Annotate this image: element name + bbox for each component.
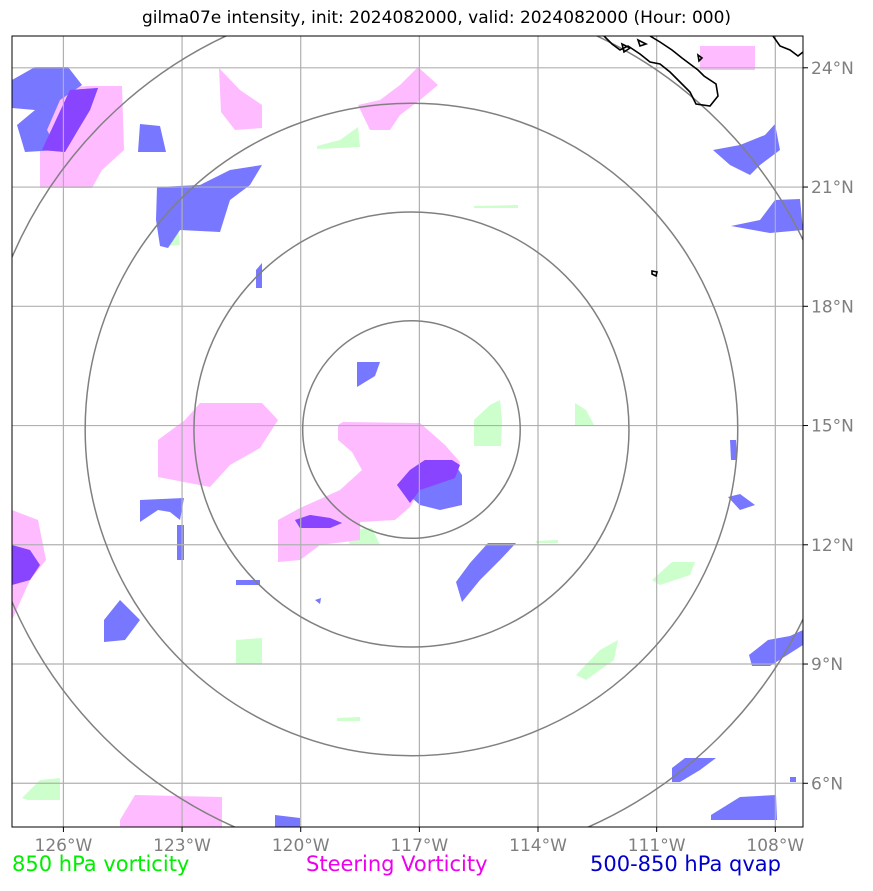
legend-qvap: 500-850 hPa qvap [590, 852, 781, 876]
lat-tick-label: 12°N [811, 536, 854, 556]
vorticity-contour [22, 778, 60, 800]
lon-tick-label: 114°W [509, 836, 567, 856]
steering-vorticity-contour [158, 403, 278, 487]
legend-850-vorticity: 850 hPa vorticity [12, 852, 190, 876]
qvap-contour [730, 440, 737, 460]
vorticity-contour [575, 403, 594, 425]
overlap-contour [397, 460, 460, 503]
lon-tick-label: 126°W [35, 836, 93, 856]
plot-frame [11, 35, 804, 828]
overlap-contour [42, 88, 98, 152]
overlap-layer [12, 88, 460, 585]
map-title: gilma07e intensity, init: 2024082000, va… [141, 8, 732, 28]
vorticity-contour [236, 638, 262, 664]
lat-tick-label: 9°N [811, 655, 843, 675]
qvap-contour [104, 600, 140, 642]
vorticity-contour [317, 127, 360, 149]
qvap-contour [138, 124, 166, 152]
qvap-contour [713, 124, 780, 175]
lat-tick-label: 6°N [811, 774, 843, 794]
coastline [603, 36, 803, 278]
overlap-contour [12, 545, 40, 585]
vorticity-contour [474, 400, 502, 446]
longitude-ticks: 126°W 123°W 120°W 117°W 114°W 111°W 108°W [35, 827, 804, 856]
range-rings [12, 36, 803, 827]
lat-tick-label: 15°N [811, 417, 854, 437]
lat-tick-label: 21°N [811, 178, 854, 198]
qvap-contour [140, 498, 184, 522]
lon-tick-label: 120°W [272, 836, 330, 856]
qvap-contour [711, 795, 777, 820]
range-ring [301, 320, 521, 540]
qvap-contour [12, 67, 82, 152]
qvap-contour [749, 630, 803, 666]
qvap-contour [672, 758, 716, 782]
qvap-contour [790, 777, 796, 782]
qvap-contour [731, 199, 803, 233]
lon-tick-label: 123°W [153, 836, 211, 856]
qvap-contour [275, 815, 300, 827]
range-ring [193, 211, 630, 648]
steering-vorticity-contour [358, 67, 438, 130]
overlap-contour [295, 515, 342, 528]
lon-tick-label: 117°W [390, 836, 448, 856]
range-ring [84, 102, 739, 757]
qvap-contour [177, 525, 184, 560]
qvap-contour [315, 598, 321, 604]
qvap-contour [456, 543, 516, 602]
qvap-contour [156, 165, 262, 248]
lon-tick-label: 108°W [746, 836, 804, 856]
vorticity-contour [652, 562, 695, 585]
steering-vorticity-layer [12, 46, 755, 827]
vorticity-contour [536, 540, 558, 543]
qvap-contour [236, 580, 260, 585]
vorticity-contour [337, 717, 360, 721]
latitude-ticks: 24°N 21°N 18°N 15°N 12°N 9°N 6°N [803, 59, 854, 794]
lat-tick-label: 18°N [811, 297, 854, 317]
steering-vorticity-contour [219, 68, 262, 130]
steering-vorticity-contour [700, 46, 755, 70]
legend-steering-vorticity: Steering Vorticity [306, 852, 488, 876]
steering-vorticity-contour [120, 795, 222, 827]
vorticity-contour [576, 640, 618, 680]
lon-tick-label: 111°W [628, 836, 686, 856]
qvap-contour [256, 263, 262, 288]
graticule [12, 36, 803, 827]
qvap-contour [728, 494, 755, 510]
lat-tick-label: 24°N [811, 59, 854, 79]
qvap-contour [357, 362, 380, 387]
vorticity-contour [474, 205, 518, 208]
